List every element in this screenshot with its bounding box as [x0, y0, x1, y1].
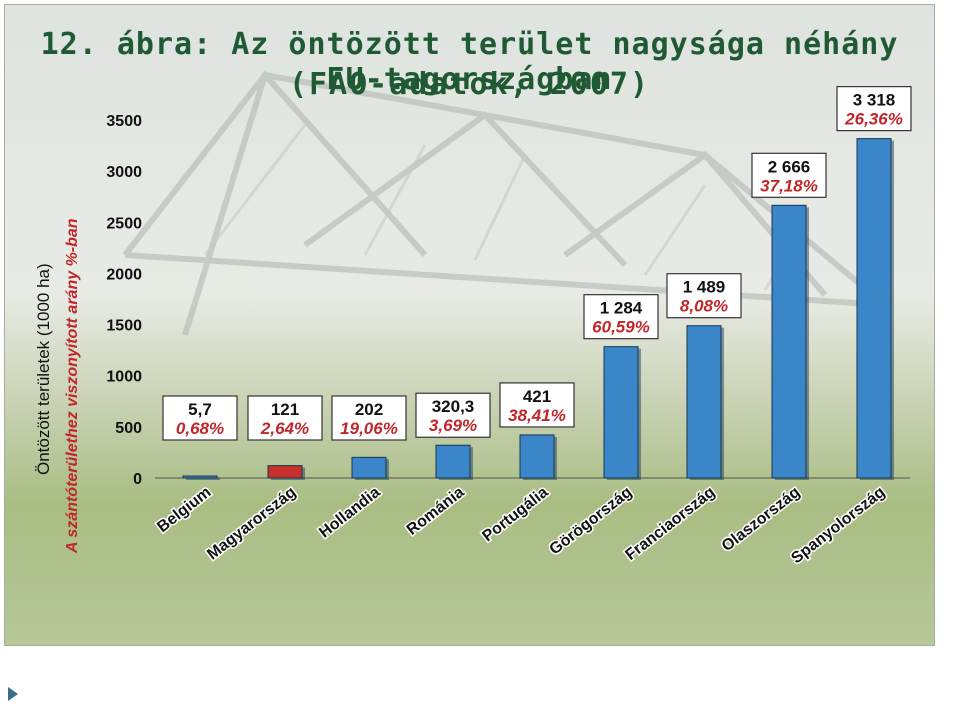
data-label-percent: 0,68% [176, 419, 224, 438]
data-label-value: 121 [271, 400, 299, 419]
bar-chart: 0 500 1000 1500 2000 2500 3000 3500 Öntözött ter… [34, 86, 912, 569]
data-label-percent: 3,69% [429, 416, 477, 435]
data-label-percent: 8,08% [680, 297, 728, 316]
value-label-box [583, 294, 659, 340]
data-label-percent: 38,41% [508, 406, 566, 425]
data-label-value: 5,7 [188, 400, 212, 419]
bar-belgium [182, 475, 218, 479]
y-tick-label: 1000 [106, 369, 142, 386]
value-label-box [415, 392, 491, 438]
data-label-value: 320,3 [432, 397, 475, 416]
data-label-value: 1 489 [683, 278, 726, 297]
x-tick-label: Spanyolország [788, 484, 888, 567]
data-label-percent: 2,64% [260, 419, 309, 438]
bar-portugália [519, 434, 555, 479]
x-tick-label: Franciaország [623, 484, 719, 564]
x-tick-label: Magyarország [204, 484, 299, 564]
irrigation-background [122, 70, 887, 336]
data-label-value: 421 [523, 387, 551, 406]
value-label-box [751, 152, 827, 198]
y-tick-label: 2500 [106, 215, 142, 232]
value-label-box [331, 395, 407, 441]
triangle-right-icon[interactable] [8, 687, 18, 701]
y-tick-label: 2000 [106, 266, 142, 283]
data-label-percent: 26,36% [844, 110, 903, 129]
x-tick-label: Görögország [547, 484, 636, 559]
data-label-value: 3 318 [853, 91, 896, 110]
data-label-percent: 37,18% [760, 176, 818, 195]
bar-shadow [186, 478, 220, 480]
data-label-value: 1 284 [600, 299, 643, 318]
bar-hollandia [351, 456, 387, 479]
x-tick-label: Belgium [154, 484, 214, 536]
figure-frame: 12. ábra: Az öntözött terület nagysága n… [4, 4, 935, 646]
bar-olaszország [771, 204, 807, 479]
bar-franciaország [686, 325, 722, 479]
x-tick-label: Olaszország [719, 484, 804, 555]
value-label-box [247, 395, 323, 441]
value-label-box [162, 395, 238, 441]
value-label-box [499, 382, 575, 428]
data-label-percent: 19,06% [340, 419, 398, 438]
y-tick-label: 1500 [106, 318, 142, 335]
chart-title-line1: 12. ábra: Az öntözött terület nagysága n… [40, 27, 899, 97]
chart-title-line2: (FAO-adatok, 2007) [288, 67, 651, 102]
y-tick-label: 0 [133, 471, 142, 488]
y-tick-label: 3000 [106, 164, 142, 181]
y-tick-label: 500 [115, 420, 142, 437]
bar-spanyolország [856, 138, 892, 479]
data-label-value: 2 666 [768, 157, 811, 176]
value-label-box [836, 86, 912, 132]
bar-görögország [603, 346, 639, 479]
data-label-percent: 60,59% [592, 318, 650, 337]
y-axis-label-secondary: A szántóterülethez viszonyított arány %-… [64, 218, 81, 554]
value-label-box [666, 273, 742, 319]
x-tick-label: Portugália [479, 484, 551, 546]
x-tick-label: Hollandia [316, 484, 383, 542]
y-tick-label: 3500 [106, 113, 142, 130]
y-axis-label: Öntözött területek (1000 ha) [34, 263, 53, 475]
bar-románia [435, 444, 471, 479]
data-label-value: 202 [355, 400, 383, 419]
bar-magyarország [267, 465, 303, 479]
x-tick-label: Románia [404, 484, 468, 539]
